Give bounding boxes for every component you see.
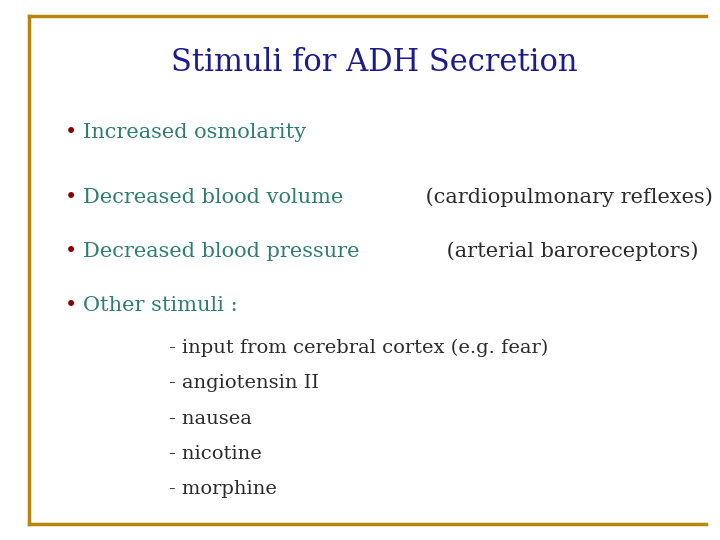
- Text: - morphine: - morphine: [169, 480, 277, 498]
- Text: •: •: [65, 123, 77, 142]
- Text: - nicotine: - nicotine: [169, 444, 262, 463]
- Text: Other stimuli :: Other stimuli :: [83, 295, 238, 315]
- Text: •: •: [65, 241, 77, 261]
- Text: - input from cerebral cortex (e.g. fear): - input from cerebral cortex (e.g. fear): [169, 339, 549, 357]
- Text: Increased osmolarity: Increased osmolarity: [83, 123, 306, 142]
- Text: Stimuli for ADH Secretion: Stimuli for ADH Secretion: [171, 46, 577, 78]
- Text: (arterial baroreceptors): (arterial baroreceptors): [440, 241, 698, 261]
- Text: - nausea: - nausea: [169, 409, 252, 428]
- Text: Decreased blood pressure: Decreased blood pressure: [83, 241, 359, 261]
- Text: Decreased blood volume: Decreased blood volume: [83, 187, 343, 207]
- Text: •: •: [65, 295, 77, 315]
- Text: - angiotensin II: - angiotensin II: [169, 374, 319, 393]
- Text: (cardiopulmonary reflexes): (cardiopulmonary reflexes): [419, 187, 713, 207]
- Text: •: •: [65, 187, 77, 207]
